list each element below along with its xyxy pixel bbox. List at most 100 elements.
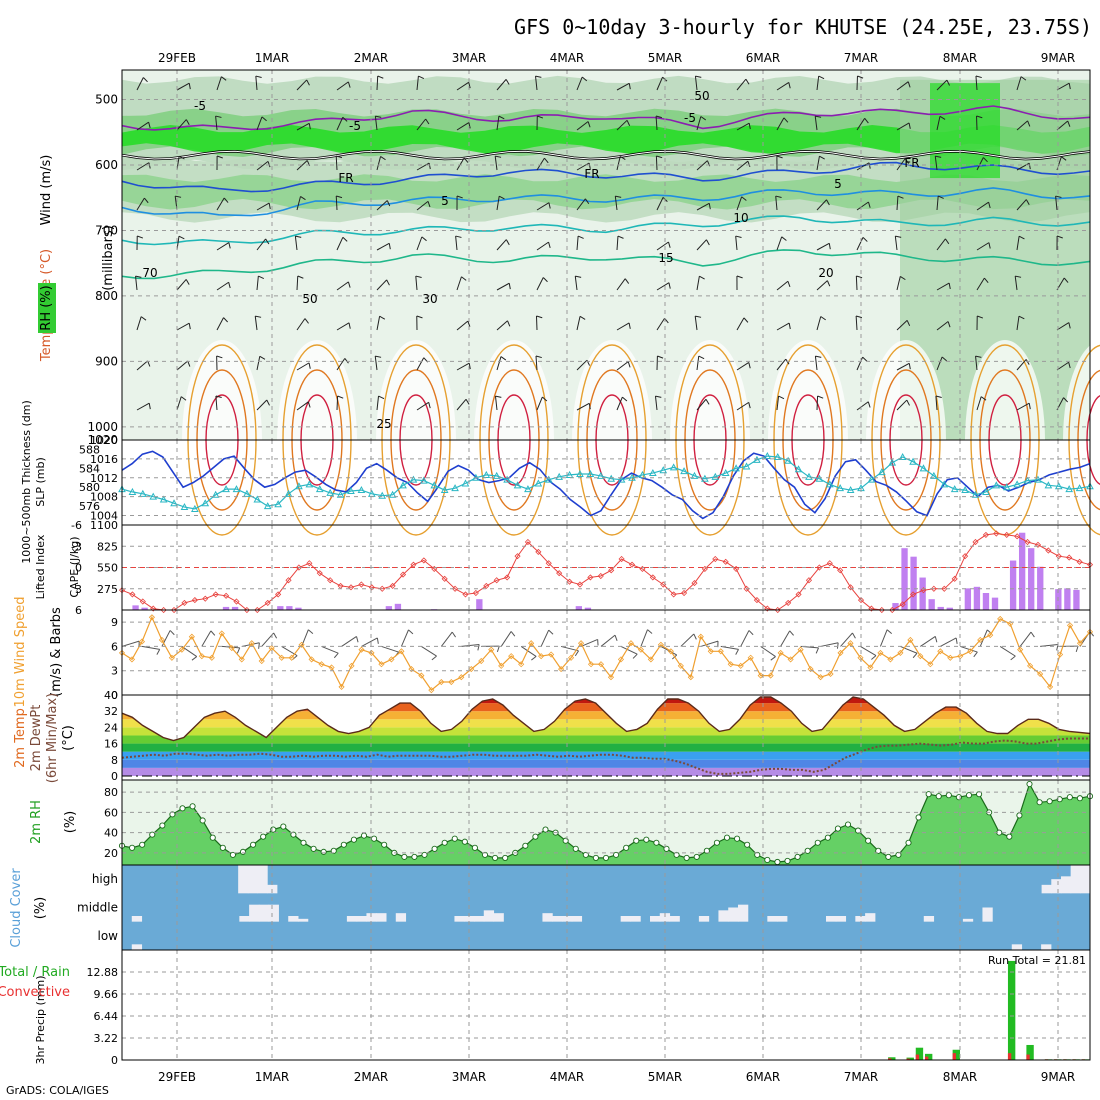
li-point-1: [129, 591, 136, 598]
rh-point-53: [653, 839, 660, 846]
legend-rh: RH (%): [39, 285, 54, 330]
xsec-barb-13-2: [655, 155, 658, 171]
temp-band-3: [122, 743, 1090, 752]
xsec-barb-9-6-flag: [507, 320, 511, 327]
date-label-top-0: 29FEB: [158, 51, 196, 65]
cape-bar-29: [385, 606, 393, 610]
thickness-point-88: [1034, 475, 1042, 483]
slp-ytick-2: 1012: [90, 472, 118, 485]
xsec-barb-13-7-flag: [657, 355, 664, 359]
xsec-barb-23-0: [1056, 82, 1070, 91]
xsec-barb-20-0: [936, 79, 948, 91]
xsec-barb-1-8: [176, 396, 182, 411]
xsec-barb-5-1: [336, 117, 344, 131]
xsec-barb-9-4-flag: [505, 239, 510, 246]
xsec-wind-barbs: [135, 75, 1071, 411]
rh-point-76: [885, 853, 892, 860]
surface-barb-84: [960, 645, 978, 653]
surface-barb-4-flag: [169, 630, 175, 636]
xsec-barb-15-4: [735, 236, 738, 251]
xsec-barb-0-8: [136, 402, 150, 411]
surface-barb-14-flag: [273, 632, 278, 639]
wind-point-33: [448, 678, 455, 686]
xsec-barb-6-5: [376, 279, 388, 291]
surface-barb-76-flag: [886, 629, 893, 635]
li-point-32: [452, 585, 459, 592]
xsec-barb-14-3-flag: [708, 203, 711, 210]
rh-point-3: [149, 831, 156, 838]
surface-barb-62: [740, 630, 750, 647]
wind-point-34: [458, 674, 465, 681]
wind-point-12: [238, 656, 245, 663]
wind-point-60: [717, 648, 724, 655]
thick-ytick-0: 576: [79, 500, 100, 513]
rh-point-72: [844, 821, 852, 828]
wind-point-24: [358, 646, 365, 653]
xsec-barb-9-6: [496, 320, 508, 331]
xsec-barb-11-1-flag: [587, 121, 591, 128]
wind-point-18: [298, 641, 305, 648]
cloud-middle-72: [826, 916, 837, 922]
wind-point-21: [328, 664, 335, 671]
surface-barb-96-flag: [1089, 631, 1095, 637]
rh-point-63: [754, 851, 761, 858]
wind-point-39: [508, 653, 515, 660]
li-point-54: [680, 589, 688, 597]
thickness-point-86: [1013, 480, 1021, 488]
xsec-barb-7-4: [416, 236, 423, 251]
li-point-47: [608, 567, 615, 574]
temp-ytick-3: 24: [104, 721, 118, 734]
xsec-barb-10-7-flag: [535, 355, 542, 359]
xsec-barb-10-0-flag: [535, 75, 542, 78]
rh-point-19: [310, 845, 317, 852]
xsec-barb-16-1: [776, 117, 785, 131]
thickness-point-9: [211, 490, 220, 498]
li-point-51: [649, 574, 656, 581]
xsec-barb-5-3: [335, 195, 338, 211]
wind-point-9: [208, 654, 215, 661]
contour-label-13: 50: [302, 292, 317, 306]
xsec-barb-1-2-flag: [178, 155, 185, 160]
temp-ylabel-3: (6hr Min/Max): [45, 693, 60, 783]
wind-point-17: [288, 654, 295, 661]
thickness-point-76: [909, 457, 917, 465]
xsec-barb-2-4-flag: [228, 242, 231, 249]
wind-ytick-3: 9: [111, 616, 118, 629]
precip-ytick-0: 0: [111, 1054, 118, 1067]
dewpoint-series-line: [121, 737, 1090, 775]
wind-point-57: [687, 674, 694, 681]
li-point-38: [514, 553, 521, 560]
wind-point-64: [757, 672, 764, 679]
temp-ylabel-2: 2m DewPt: [29, 705, 44, 772]
xsec-barb-17-8-flag: [817, 395, 824, 399]
li-point-20: [327, 577, 334, 584]
li-point-29: [420, 557, 427, 564]
rh-point-50: [623, 844, 630, 851]
li-point-41: [545, 560, 552, 567]
temp-band-7: [122, 711, 1090, 720]
xsec-barb-19-8-flag: [906, 399, 910, 406]
wind-point-41: [528, 640, 535, 647]
contour-label-10: FR: [584, 167, 599, 181]
frame-layer: [121, 69, 1091, 1061]
cloud-middle-86: [962, 918, 974, 922]
cloud-middle-76: [865, 913, 876, 922]
thickness-point-23: [357, 486, 366, 494]
xsec-barb-5-6: [336, 322, 350, 331]
xsec-barb-18-7: [856, 356, 864, 371]
cloud-high-99: [1080, 865, 1091, 894]
wind-point-25: [368, 649, 375, 656]
xsec-barb-11-2-flag: [588, 162, 591, 169]
cape-ytick-1: 825: [97, 540, 118, 553]
xsec-barb-22-0-flag: [1020, 76, 1027, 81]
rh-point-16: [280, 823, 287, 830]
li-point-33: [462, 591, 469, 598]
cape-ytick-0: 1100: [90, 519, 118, 532]
rh-point-71: [834, 825, 841, 832]
precip-conv-bar-96: [1007, 1053, 1012, 1060]
cloud-middle-88: [982, 907, 993, 922]
date-label-bottom-6: 6MAR: [746, 1070, 781, 1084]
xsec-barb-20-3: [936, 196, 939, 211]
li-point-57: [712, 555, 719, 563]
xsec-barb-10-0: [535, 76, 538, 91]
